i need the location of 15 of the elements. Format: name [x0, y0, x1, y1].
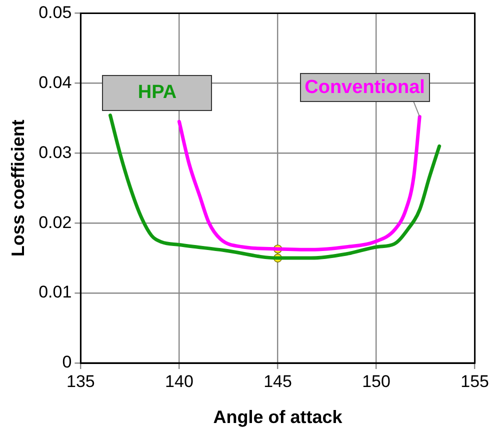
x-tick-label: 155 — [460, 372, 490, 391]
x-axis-title: Angle of attack — [213, 407, 344, 428]
y-tick-label: 0.01 — [38, 282, 72, 302]
x-tick-label: 145 — [264, 372, 292, 391]
y-tick-label: 0.02 — [38, 212, 72, 232]
y-axis-title: Loss coefficient — [8, 120, 28, 257]
y-tick-label: 0 — [62, 352, 72, 372]
x-tick-label: 150 — [362, 372, 390, 391]
y-tick-label: 0.05 — [38, 2, 72, 22]
y-tick-label: 0.03 — [38, 142, 72, 162]
y-tick-label: 0.04 — [38, 72, 72, 92]
name-tag: Conventional — [300, 72, 430, 102]
name-tag: HPA — [102, 75, 212, 112]
x-tick-label: 140 — [165, 372, 194, 391]
x-tick-label: 135 — [66, 372, 95, 391]
